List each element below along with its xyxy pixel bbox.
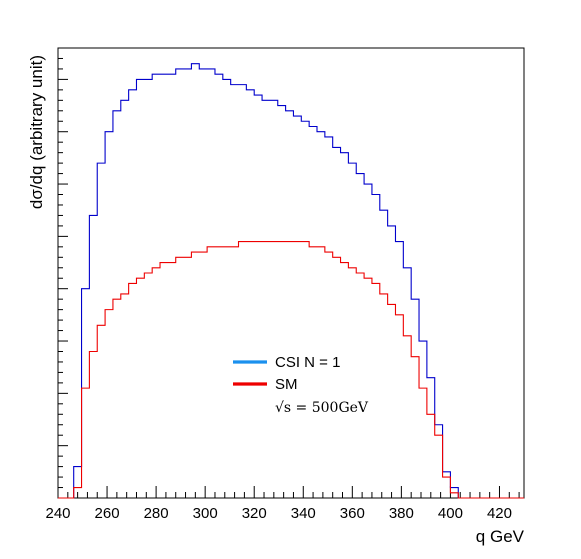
plot-frame (57, 47, 525, 499)
series-line-sm (58, 241, 524, 499)
x-tick-label: 400 (438, 505, 463, 522)
x-tick-label: 240 (45, 505, 70, 522)
x-axis-tick-labels: 240 260 280 300 320 340 360 380 400 420 (45, 505, 512, 522)
plot-border (57, 47, 525, 499)
x-tick-label: 420 (487, 505, 512, 522)
x-tick-label: 320 (242, 505, 267, 522)
legend: CSI N = 1 SM √s = 500GeV (233, 354, 369, 416)
x-tick-label: 300 (193, 505, 218, 522)
legend-label: SM (275, 376, 298, 393)
x-tick-label: 360 (340, 505, 365, 522)
y-axis-ticks (58, 47, 68, 499)
legend-label: CSI N = 1 (275, 354, 340, 371)
series-line-csi (58, 63, 524, 499)
x-tick-label: 280 (144, 505, 169, 522)
x-tick-label: 340 (291, 505, 316, 522)
y-axis-label: dσ/dq (arbitrary unit) (27, 55, 46, 209)
x-axis-ticks (57, 486, 520, 498)
legend-note: √s = 500GeV (275, 400, 369, 416)
series-layer (58, 63, 524, 499)
x-tick-label: 380 (389, 505, 414, 522)
x-axis-label: q GeV (476, 527, 525, 546)
x-tick-label: 260 (95, 505, 120, 522)
